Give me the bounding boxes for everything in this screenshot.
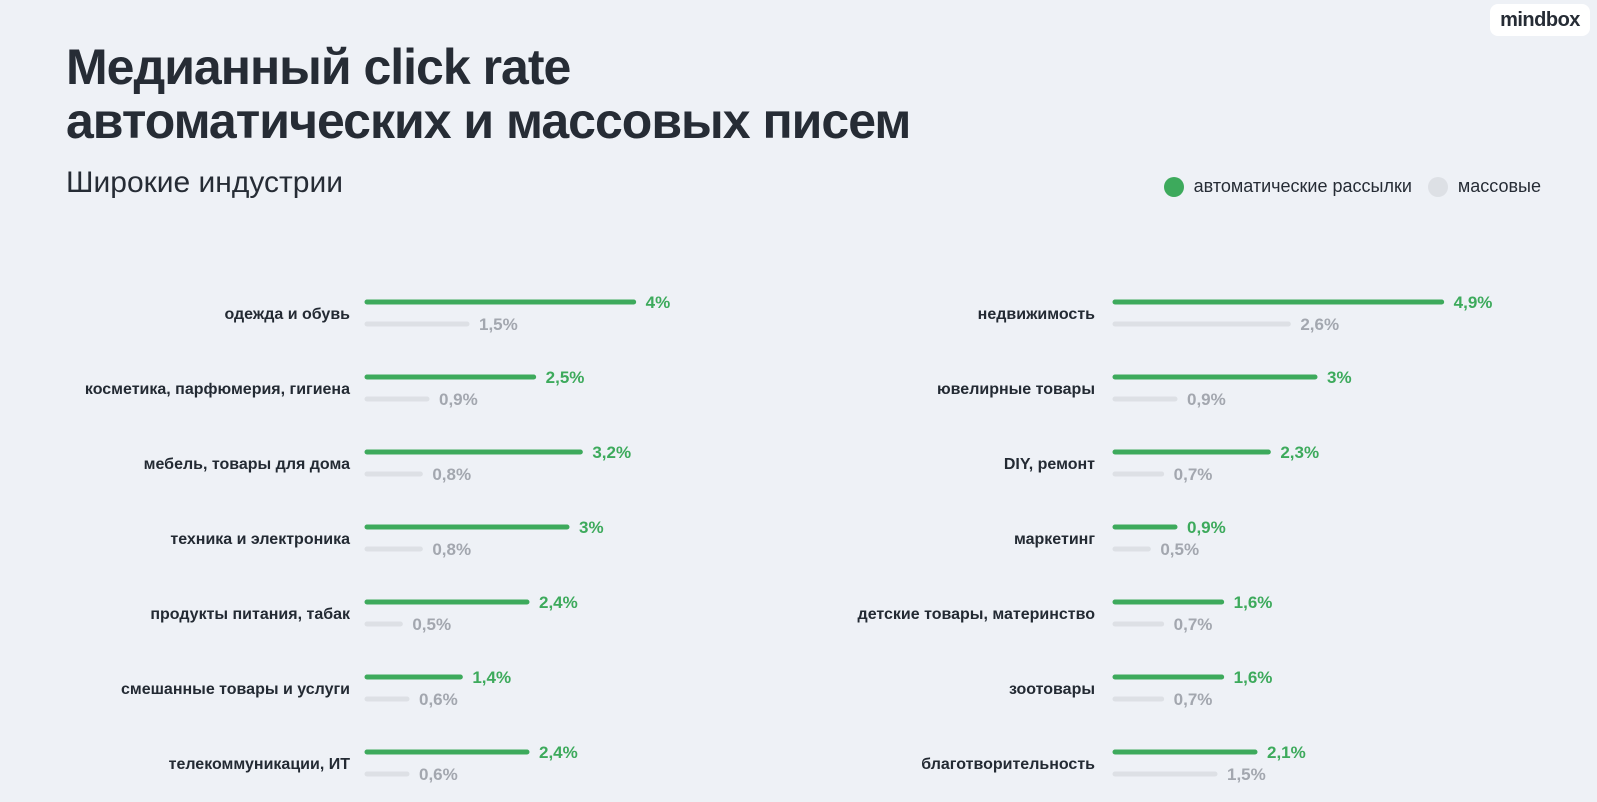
value-label-auto: 4%: [646, 293, 671, 312]
category-label: косметика, парфюмерия, гигиена: [85, 381, 350, 398]
value-label-auto: 1,4%: [472, 668, 511, 687]
category-label: благотворительность: [921, 756, 1095, 773]
category-label: ювелирные товары: [937, 381, 1095, 398]
value-label-mass: 1,5%: [479, 315, 518, 334]
chart-title-line-1: Медианный click rate: [66, 39, 571, 95]
value-label-mass: 0,7%: [1174, 690, 1213, 709]
value-label-mass: 0,6%: [419, 765, 458, 784]
brand-logo: mindbox: [1490, 4, 1590, 36]
category-label: недвижимость: [978, 306, 1095, 323]
category-label: мебель, товары для дома: [144, 456, 350, 473]
category-label: телекоммуникации, ИТ: [169, 756, 351, 773]
category-label: продукты питания, табак: [150, 606, 351, 623]
value-label-mass: 0,5%: [1160, 540, 1199, 559]
value-label-auto: 3,2%: [592, 443, 631, 462]
legend-dot-mass: [1427, 176, 1448, 197]
category-label: маркетинг: [1014, 531, 1095, 548]
value-label-auto: 1,6%: [1234, 668, 1273, 687]
value-label-mass: 0,9%: [439, 390, 478, 409]
value-label-auto: 3%: [1327, 368, 1352, 387]
value-label-auto: 1,6%: [1234, 593, 1273, 612]
value-label-auto: 2,4%: [539, 743, 578, 762]
legend-item-auto: автоматические рассылки: [1163, 176, 1412, 197]
category-label: одежда и обувь: [224, 306, 350, 323]
value-label-mass: 2,6%: [1300, 315, 1339, 334]
legend-label-mass: массовые: [1457, 176, 1541, 196]
category-label: зоотовары: [1009, 681, 1095, 698]
value-label-auto: 4,9%: [1454, 293, 1493, 312]
category-label: детские товары, материнство: [858, 606, 1096, 623]
category-label: техника и электроника: [170, 531, 350, 548]
chart-legend: автоматические рассылки массовые: [1148, 176, 1541, 197]
value-label-mass: 0,9%: [1187, 390, 1226, 409]
value-label-auto: 2,5%: [546, 368, 585, 387]
value-label-mass: 1,5%: [1227, 765, 1266, 784]
legend-item-mass: массовые: [1427, 176, 1541, 197]
value-label-auto: 2,3%: [1280, 443, 1319, 462]
value-label-mass: 0,8%: [432, 465, 471, 484]
value-label-mass: 0,8%: [432, 540, 471, 559]
chart-subtitle: Широкие индустрии: [66, 166, 343, 199]
value-label-auto: 2,4%: [539, 593, 578, 612]
legend-label-auto: автоматические рассылки: [1193, 176, 1412, 196]
value-label-mass: 0,6%: [419, 690, 458, 709]
legend-dot-auto: [1163, 176, 1184, 197]
category-label: DIY, ремонт: [1004, 456, 1095, 473]
value-label-mass: 0,7%: [1174, 465, 1213, 484]
chart-title: Медианный click rate автоматических и ма…: [66, 39, 911, 149]
value-label-mass: 0,7%: [1174, 615, 1213, 634]
value-label-auto: 3%: [579, 518, 604, 537]
category-label: смешанные товары и услуги: [121, 681, 350, 698]
value-label-mass: 0,5%: [412, 615, 451, 634]
value-label-auto: 2,1%: [1267, 743, 1306, 762]
value-label-auto: 0,9%: [1187, 518, 1226, 537]
chart-title-line-2: автоматических и массовых писем: [66, 93, 911, 149]
